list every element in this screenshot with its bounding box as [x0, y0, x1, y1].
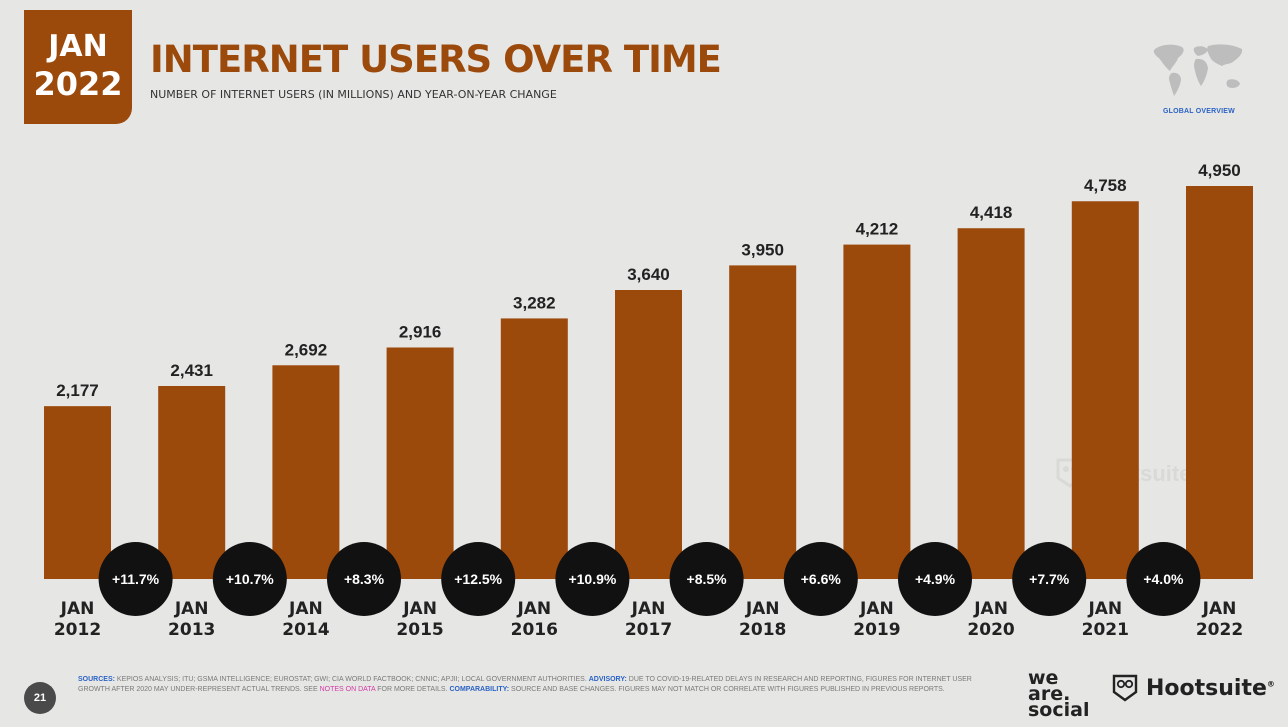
bar-value-label: 2,916: [399, 322, 442, 341]
x-tick-label: JAN 2019: [853, 599, 900, 640]
yoy-change-bubble: [669, 542, 744, 616]
badge-month: JAN: [48, 29, 108, 64]
notes-after-text: FOR MORE DETAILS.: [375, 686, 450, 693]
yoy-change-bubble: [327, 542, 401, 616]
yoy-change-bubble: [555, 542, 630, 616]
yoy-change-label: +10.9%: [568, 571, 616, 587]
x-tick-label: JAN 2013: [168, 599, 215, 640]
yoy-change-label: +8.3%: [344, 571, 385, 587]
x-tick-label: JAN 2020: [967, 599, 1014, 640]
sources-text: KEPIOS ANALYSIS; ITU; GSMA INTELLIGENCE;…: [114, 676, 589, 683]
global-overview-label: GLOBAL OVERVIEW: [1163, 108, 1235, 115]
bar: [44, 406, 111, 579]
advisory-text: DUE TO COVID-19-RELATED DELAYS IN RESEAR…: [78, 676, 972, 693]
yoy-change-bubble: [212, 542, 287, 616]
yoy-change-label: +7.7%: [1029, 571, 1070, 587]
bar: [1071, 201, 1139, 579]
page-subtitle: NUMBER OF INTERNET USERS (IN MILLIONS) A…: [150, 88, 557, 101]
x-tick-label: JAN 2021: [1082, 599, 1129, 640]
bar-value-label: 2,692: [285, 340, 328, 359]
bar-value-label: 4,418: [970, 203, 1013, 222]
bar-value-label: 3,640: [627, 265, 670, 284]
bar-value-label: 3,950: [741, 240, 784, 259]
bar: [843, 244, 911, 580]
bar-value-label: 2,177: [56, 381, 99, 400]
x-tick-label: JAN 2015: [396, 599, 443, 640]
we-are-social-logo: we are. social: [1028, 667, 1090, 721]
bar: [158, 385, 226, 579]
x-tick-label: JAN 2012: [54, 599, 101, 640]
bar-value-label: 4,212: [856, 220, 899, 239]
bar: [272, 365, 340, 579]
bar: [615, 290, 682, 579]
x-tick-label: JAN 2016: [511, 599, 558, 640]
sources-label: SOURCES:: [78, 676, 115, 683]
x-tick-label: JAN 2022: [1196, 599, 1243, 640]
date-badge: JAN 2022: [24, 10, 132, 124]
yoy-change-bubble: [783, 542, 858, 616]
badge-year: 2022: [33, 65, 123, 103]
bar: [729, 265, 797, 579]
hootsuite-logo: Hootsuite®: [1146, 676, 1275, 701]
comparability-text: SOURCE AND BASE CHANGES. FIGURES MAY NOT…: [509, 686, 945, 693]
page-title: INTERNET USERS OVER TIME: [150, 38, 722, 81]
bar-value-label: 3,282: [513, 293, 556, 312]
yoy-change-bubble: [1012, 542, 1087, 616]
x-tick-label: JAN 2017: [625, 599, 672, 640]
yoy-change-label: +8.5%: [687, 571, 728, 587]
hootsuite-owl-icon: [1112, 674, 1138, 702]
page-number: 21: [24, 682, 56, 714]
x-tick-label: JAN 2018: [739, 599, 786, 640]
comparability-label: COMPARABILITY:: [449, 686, 510, 693]
bar: [1186, 186, 1253, 579]
yoy-change-label: +4.0%: [1143, 571, 1184, 587]
yoy-change-label: +6.6%: [801, 571, 842, 587]
yoy-change-label: +11.7%: [112, 571, 160, 587]
yoy-change-bubble: [898, 542, 972, 616]
yoy-change-bubble: [441, 542, 516, 616]
yoy-change-bubble: [98, 542, 173, 616]
bar-value-label: 2,431: [170, 361, 213, 380]
advisory-label: ADVISORY:: [588, 676, 627, 683]
bar: [500, 318, 568, 579]
sources-note: SOURCES: KEPIOS ANALYSIS; ITU; GSMA INTE…: [78, 675, 978, 695]
world-map-icon: [1153, 44, 1243, 96]
yoy-change-label: +12.5%: [454, 571, 502, 587]
bar: [957, 228, 1025, 579]
yoy-change-label: +4.9%: [915, 571, 956, 587]
notes-on-data-link[interactable]: NOTES ON DATA: [319, 686, 376, 693]
x-tick-label: JAN 2014: [282, 599, 329, 640]
yoy-change-label: +10.7%: [226, 571, 274, 587]
yoy-change-bubble: [1126, 542, 1201, 616]
bar-value-label: 4,950: [1198, 161, 1241, 180]
bar: [386, 347, 454, 579]
bar-value-label: 4,758: [1084, 176, 1127, 195]
